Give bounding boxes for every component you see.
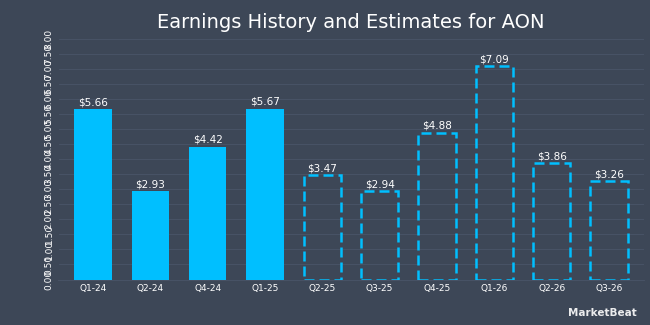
Text: $4.88: $4.88 [422, 121, 452, 131]
Bar [189, 147, 226, 280]
Text: MarketBeat: MarketBeat [568, 308, 637, 318]
Bar [304, 175, 341, 280]
Bar [361, 191, 398, 280]
Text: $4.42: $4.42 [192, 135, 222, 145]
Text: $7.09: $7.09 [480, 54, 509, 64]
Text: $5.67: $5.67 [250, 97, 280, 107]
Bar [419, 133, 456, 280]
Bar [533, 163, 571, 280]
Bar [246, 109, 283, 280]
Text: $3.26: $3.26 [594, 169, 624, 179]
Text: $3.47: $3.47 [307, 163, 337, 173]
Bar [131, 191, 169, 280]
Title: Earnings History and Estimates for AON: Earnings History and Estimates for AON [157, 13, 545, 32]
Text: $5.66: $5.66 [78, 97, 108, 107]
Bar [590, 181, 628, 280]
Text: $2.93: $2.93 [135, 179, 165, 189]
Bar [476, 66, 513, 280]
Text: $3.86: $3.86 [537, 151, 567, 161]
Bar [74, 109, 112, 280]
Text: $2.94: $2.94 [365, 179, 395, 189]
